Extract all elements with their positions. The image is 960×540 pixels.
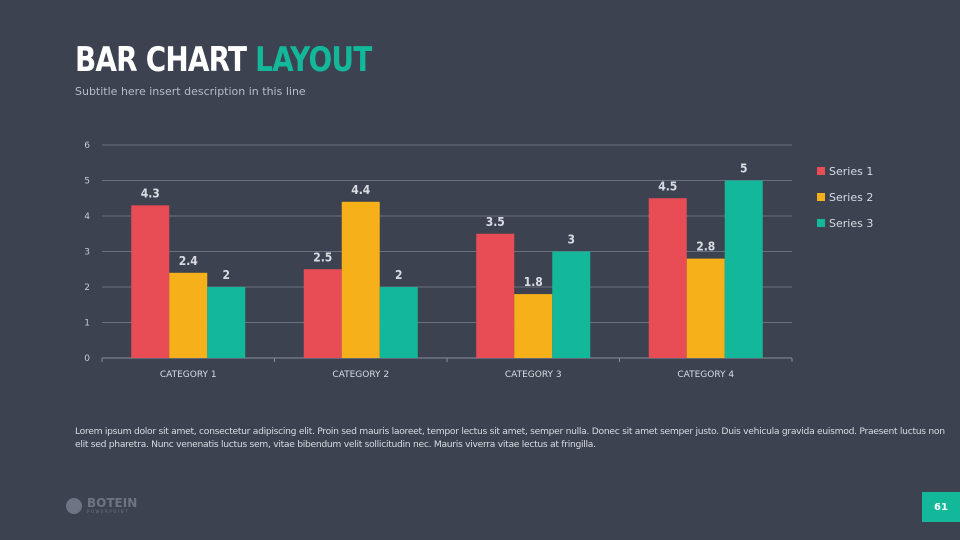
x-tick-label: CATEGORY 2	[332, 370, 389, 380]
title-main: BAR CHART	[75, 40, 247, 80]
y-tick-label: 3	[84, 248, 90, 258]
bar	[724, 180, 763, 358]
legend-label: Series 3	[829, 217, 873, 230]
y-tick-label: 1	[84, 319, 90, 329]
data-label: 2.8	[696, 240, 715, 254]
bar	[169, 272, 208, 358]
bar	[514, 294, 553, 358]
logo-name: BOTEIN	[87, 496, 138, 510]
data-label: 3	[567, 233, 575, 247]
data-label: 2.4	[179, 254, 199, 268]
data-label: 2	[395, 268, 403, 282]
title-accent: LAYOUT	[255, 40, 372, 80]
data-label: 4.5	[658, 179, 677, 193]
page-title: BAR CHART LAYOUT	[75, 40, 372, 80]
bar	[379, 287, 418, 358]
data-label: 5	[740, 162, 748, 176]
y-tick-label: 2	[84, 283, 90, 293]
legend-swatch	[817, 193, 825, 201]
data-label: 2	[222, 268, 230, 282]
y-tick-label: 0	[84, 354, 90, 364]
x-tick-label: CATEGORY 4	[677, 370, 734, 380]
bar	[303, 269, 342, 358]
y-tick-label: 5	[84, 177, 90, 187]
y-tick-label: 4	[84, 212, 90, 222]
x-tick-label: CATEGORY 3	[505, 370, 562, 380]
bar	[686, 258, 725, 358]
bar	[648, 198, 687, 358]
body-text: Lorem ipsum dolor sit amet, consectetur …	[75, 426, 945, 450]
logo-icon	[66, 498, 82, 514]
data-label: 3.5	[486, 215, 505, 229]
legend-label: Series 2	[829, 191, 873, 204]
page-number: 61	[922, 492, 960, 522]
bar	[207, 287, 246, 358]
x-tick-label: CATEGORY 1	[160, 370, 217, 380]
logo: BOTEIN POWERPOINT	[66, 496, 138, 514]
data-label: 4.4	[351, 183, 371, 197]
logo-sub: POWERPOINT	[87, 509, 129, 514]
data-label: 1.8	[524, 275, 543, 289]
legend-label: Series 1	[829, 165, 873, 178]
legend-swatch	[817, 219, 825, 227]
bar	[552, 251, 591, 358]
bar	[341, 201, 380, 358]
bar	[476, 233, 515, 358]
y-tick-label: 6	[84, 141, 90, 151]
data-label: 2.5	[313, 250, 332, 264]
subtitle: Subtitle here insert description in this…	[75, 85, 306, 98]
bar	[131, 205, 170, 358]
data-label: 4.3	[141, 186, 160, 200]
legend-swatch	[817, 167, 825, 175]
